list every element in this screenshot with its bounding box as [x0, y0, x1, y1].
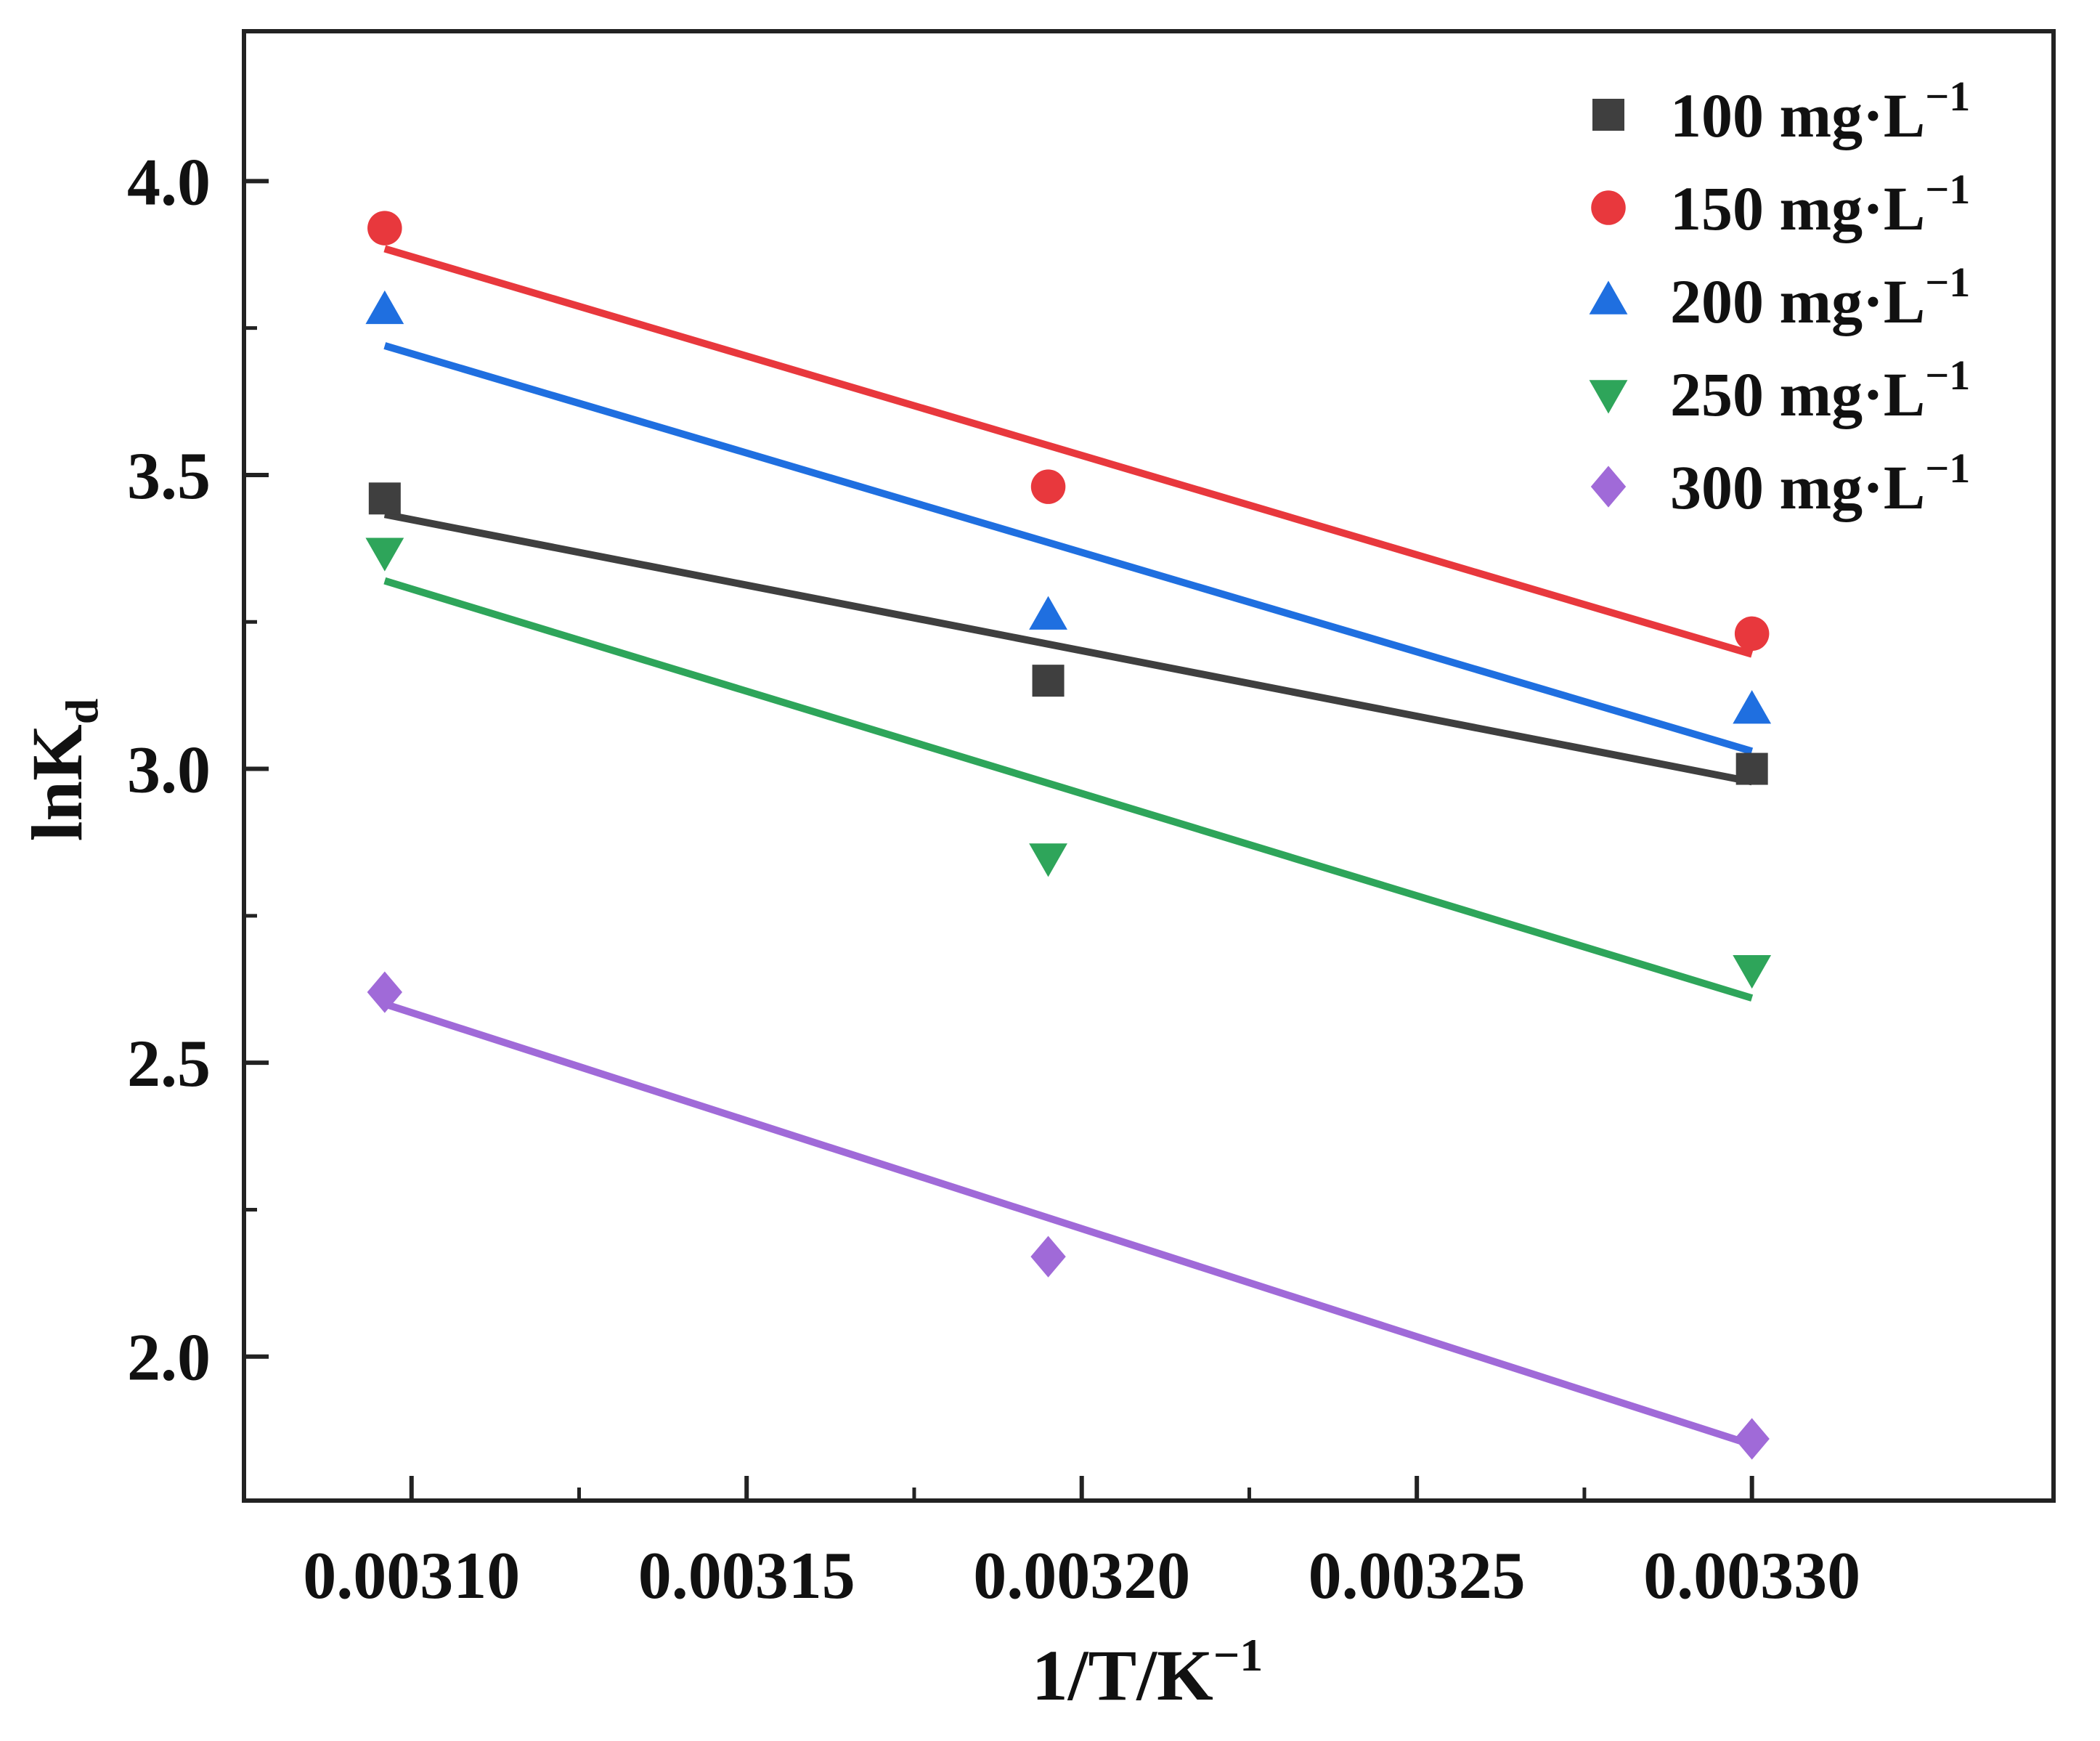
data-point-series-2 [1734, 616, 1770, 652]
x-tick-label: 0.00310 [303, 1538, 520, 1612]
y-tick-label: 3.5 [127, 439, 211, 513]
legend-label-main: 150 mg·L [1670, 174, 1925, 243]
fit-line-series-3 [383, 342, 1754, 755]
data-point-series-5 [367, 971, 403, 1013]
legend-label: 250 mg·L−1 [1670, 352, 1970, 429]
legend-item: 250 mg·L−1 [1589, 352, 1970, 429]
x-axis-title-main: 1/T/K [1032, 1635, 1213, 1716]
y-tick-label: 2.5 [127, 1026, 211, 1100]
y-tick-label: 2.0 [127, 1320, 211, 1395]
legend-label: 300 mg·L−1 [1670, 445, 1970, 522]
legend-marker [1590, 466, 1627, 508]
legend-label-sup: −1 [1925, 73, 1970, 120]
legend-label-main: 200 mg·L [1670, 267, 1925, 336]
data-point-series-1 [368, 482, 401, 515]
x-tick-label: 0.00330 [1643, 1538, 1860, 1612]
fit-line-series-1 [383, 511, 1753, 786]
legend-label: 150 mg·L−1 [1670, 166, 1970, 243]
data-point-series-3 [1029, 596, 1067, 630]
y-axis-title-sub: d [56, 699, 107, 725]
fit-line-series-4 [383, 577, 1754, 1002]
data-point-series-2 [1030, 469, 1066, 504]
data-point-series-2 [367, 211, 402, 245]
y-tick-label: 3.0 [127, 733, 211, 807]
legend-item: 200 mg·L−1 [1589, 259, 1970, 336]
data-point-series-3 [365, 290, 404, 325]
plot-frame [242, 29, 2056, 1503]
x-axis-title-sup: −1 [1213, 1629, 1263, 1681]
legend-label-main: 100 mg·L [1670, 81, 1925, 150]
y-tick-label: 4.0 [127, 145, 211, 219]
data-point-series-4 [1029, 843, 1067, 877]
x-tick-label: 0.00325 [1309, 1538, 1526, 1612]
data-markers [365, 211, 1772, 1460]
legend-item: 150 mg·L−1 [1591, 166, 1970, 243]
tick-labels: 0.00310 0.00315 0.00320 0.00325 0.00330 2.0 2.… [127, 145, 1860, 1612]
legend-label-main: 300 mg·L [1670, 453, 1925, 522]
fit-line-series-2 [383, 245, 1754, 658]
legend-marker [1589, 380, 1628, 414]
data-point-series-1 [1735, 752, 1768, 785]
legend-label-sup: −1 [1925, 166, 1970, 213]
legend-label-sup: −1 [1925, 445, 1970, 492]
y-axis-title-main: lnK [17, 724, 97, 841]
legend-item: 300 mg·L−1 [1590, 445, 1970, 522]
x-axis-title: 1/T/K−1 [1032, 1629, 1263, 1716]
data-point-series-1 [1032, 665, 1065, 697]
fit-line-series-5 [383, 1000, 1754, 1448]
y-axis-title: lnKd [17, 699, 107, 842]
legend-label-sup: −1 [1925, 259, 1970, 306]
axis-ticks [244, 179, 1754, 1501]
legend-marker [1592, 99, 1624, 131]
data-point-series-5 [1734, 1418, 1770, 1460]
legend-label-sup: −1 [1925, 352, 1970, 399]
legend-marker [1589, 280, 1628, 314]
data-point-series-4 [1733, 954, 1772, 989]
legend-marker [1591, 190, 1626, 225]
fit-lines [383, 245, 1754, 1448]
legend-label-main: 250 mg·L [1670, 360, 1925, 429]
legend-item: 100 mg·L−1 [1592, 73, 1970, 150]
x-tick-label: 0.00315 [638, 1538, 855, 1612]
data-point-series-3 [1733, 690, 1772, 724]
data-point-series-5 [1030, 1235, 1066, 1278]
legend-label: 100 mg·L−1 [1670, 73, 1970, 150]
legend-label: 200 mg·L−1 [1670, 259, 1970, 336]
data-point-series-4 [365, 537, 404, 572]
x-tick-label: 0.00320 [973, 1538, 1190, 1612]
